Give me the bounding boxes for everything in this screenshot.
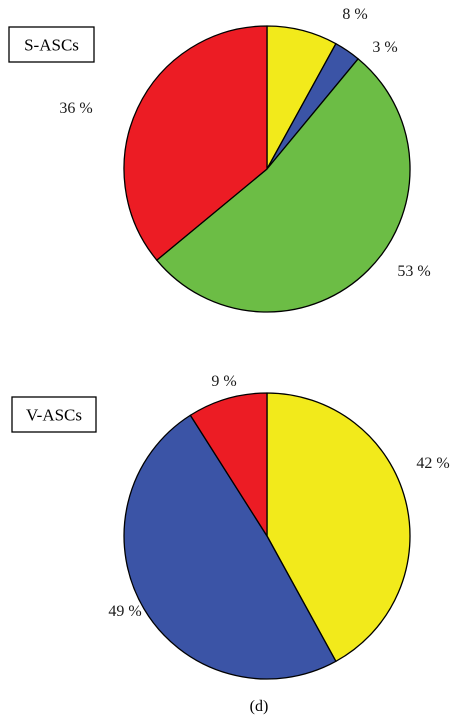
pie-slice — [156, 58, 411, 313]
slice-label: 42 % — [416, 455, 449, 472]
figure-caption: (d) — [250, 698, 269, 715]
pie-slice — [123, 25, 268, 261]
slice-label: 3 % — [372, 39, 397, 56]
slice-label: 49 % — [108, 603, 141, 620]
chart-title: S-ASCs — [24, 36, 79, 55]
slice-label: 36 % — [59, 100, 92, 117]
chart-title-box — [8, 26, 95, 63]
slice-label: 53 % — [397, 263, 430, 280]
pie-slice — [266, 392, 411, 662]
pie-slice — [189, 392, 268, 537]
pie-labels: 42 % 49 % 9 % — [108, 373, 449, 620]
pie-slices — [123, 392, 411, 680]
slice-label: 9 % — [211, 373, 236, 390]
pie-slice — [123, 414, 337, 680]
slice-label: 8 % — [342, 6, 367, 23]
chart-title: V-ASCs — [26, 406, 82, 425]
chart-title-box — [11, 396, 97, 433]
pie-slices — [123, 25, 411, 313]
pie-chart-s-ascs: S-ASCs 8 % 3 % 53 % 36 % — [8, 6, 431, 313]
pie-chart-v-ascs: V-ASCs 42 % 49 % 9 % — [11, 373, 450, 680]
pie-labels: 8 % 3 % 53 % 36 % — [59, 6, 430, 280]
